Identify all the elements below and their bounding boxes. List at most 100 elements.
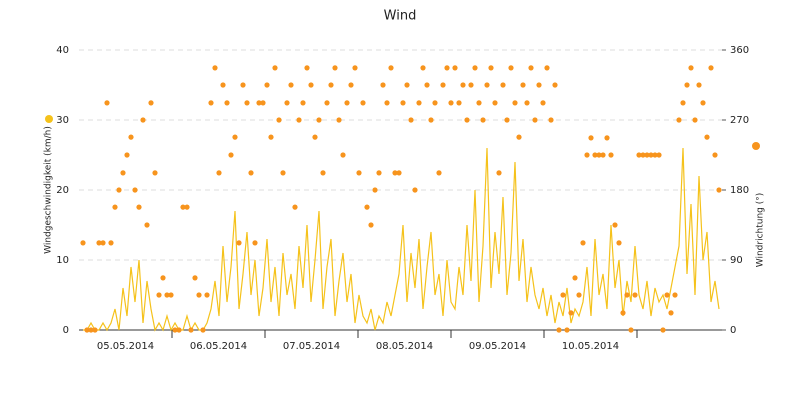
direction-point bbox=[348, 82, 354, 88]
direction-point bbox=[236, 240, 242, 246]
direction-point bbox=[352, 65, 358, 71]
direction-point bbox=[512, 100, 518, 106]
direction-point bbox=[492, 100, 498, 106]
direction-point bbox=[240, 82, 246, 88]
direction-point bbox=[400, 100, 406, 106]
direction-point bbox=[272, 65, 278, 71]
direction-point bbox=[660, 327, 666, 333]
direction-point bbox=[508, 65, 514, 71]
direction-point bbox=[280, 170, 286, 176]
direction-point bbox=[524, 100, 530, 106]
direction-point bbox=[172, 327, 178, 333]
direction-point bbox=[324, 100, 330, 106]
direction-point bbox=[148, 100, 154, 106]
y2-tick-label: 90 bbox=[730, 255, 743, 266]
direction-point bbox=[176, 327, 182, 333]
direction-point bbox=[360, 100, 366, 106]
direction-point bbox=[624, 292, 630, 298]
direction-point bbox=[704, 134, 710, 140]
direction-point bbox=[392, 170, 398, 176]
direction-point bbox=[488, 65, 494, 71]
y2-tick-label: 0 bbox=[730, 325, 736, 336]
direction-point bbox=[716, 187, 722, 193]
direction-point bbox=[112, 204, 118, 210]
direction-point bbox=[472, 65, 478, 71]
direction-point bbox=[688, 65, 694, 71]
direction-point bbox=[168, 292, 174, 298]
direction-point bbox=[432, 100, 438, 106]
direction-point bbox=[608, 152, 614, 158]
direction-point bbox=[344, 100, 350, 106]
direction-point bbox=[296, 117, 302, 123]
direction-point bbox=[192, 275, 198, 281]
direction-point bbox=[712, 152, 718, 158]
direction-point bbox=[212, 65, 218, 71]
direction-point bbox=[428, 117, 434, 123]
direction-point bbox=[592, 152, 598, 158]
direction-point bbox=[500, 82, 506, 88]
direction-point bbox=[676, 117, 682, 123]
x-tick-label: 05.05.2014 bbox=[97, 341, 154, 352]
direction-point bbox=[144, 222, 150, 228]
direction-point bbox=[700, 100, 706, 106]
direction-point bbox=[456, 100, 462, 106]
direction-point bbox=[708, 65, 714, 71]
direction-point bbox=[268, 134, 274, 140]
y-tick-label: 40 bbox=[56, 45, 69, 56]
x-tick-label: 09.05.2014 bbox=[469, 341, 526, 352]
direction-point bbox=[556, 327, 562, 333]
direction-point bbox=[692, 117, 698, 123]
direction-point bbox=[476, 100, 482, 106]
direction-point bbox=[356, 170, 362, 176]
x-tick-label: 10.05.2014 bbox=[562, 341, 619, 352]
x-tick-label: 06.05.2014 bbox=[190, 341, 247, 352]
direction-point bbox=[672, 292, 678, 298]
direction-point bbox=[80, 240, 86, 246]
direction-point bbox=[256, 100, 262, 106]
direction-point bbox=[516, 134, 522, 140]
y-tick-label: 30 bbox=[56, 115, 69, 126]
direction-point bbox=[204, 292, 210, 298]
direction-point bbox=[368, 222, 374, 228]
direction-point bbox=[332, 65, 338, 71]
y2-tick-label: 270 bbox=[730, 115, 749, 126]
y-tick-label: 0 bbox=[63, 325, 69, 336]
direction-point bbox=[564, 327, 570, 333]
direction-point bbox=[604, 135, 610, 141]
direction-point bbox=[696, 82, 702, 88]
direction-point bbox=[224, 100, 230, 106]
direction-point bbox=[528, 65, 534, 71]
direction-point bbox=[336, 117, 342, 123]
direction-point bbox=[124, 152, 130, 158]
direction-point bbox=[100, 240, 106, 246]
direction-point bbox=[164, 292, 170, 298]
direction-point bbox=[420, 65, 426, 71]
y-axis-label: Windgeschwindigkeit (km/h) bbox=[44, 126, 54, 254]
direction-point bbox=[372, 187, 378, 193]
direction-point bbox=[316, 117, 322, 123]
direction-point bbox=[620, 310, 626, 316]
direction-point bbox=[680, 100, 686, 106]
direction-point bbox=[652, 152, 658, 158]
direction-point bbox=[128, 134, 134, 140]
direction-point bbox=[464, 117, 470, 123]
x-tick-label: 07.05.2014 bbox=[283, 341, 340, 352]
direction-point bbox=[636, 152, 642, 158]
direction-point bbox=[116, 187, 122, 193]
direction-point bbox=[104, 100, 110, 106]
direction-point bbox=[160, 275, 166, 281]
direction-point bbox=[156, 292, 162, 298]
direction-point bbox=[584, 152, 590, 158]
direction-point bbox=[260, 100, 266, 106]
speed-line bbox=[83, 147, 720, 332]
direction-point bbox=[480, 117, 486, 123]
y-tick-label: 20 bbox=[56, 185, 69, 196]
direction-point bbox=[96, 240, 102, 246]
direction-point bbox=[92, 327, 98, 333]
direction-point bbox=[468, 82, 474, 88]
direction-point bbox=[328, 82, 334, 88]
y2-tick-label: 180 bbox=[730, 185, 749, 196]
direction-point bbox=[244, 100, 250, 106]
direction-point bbox=[496, 170, 502, 176]
